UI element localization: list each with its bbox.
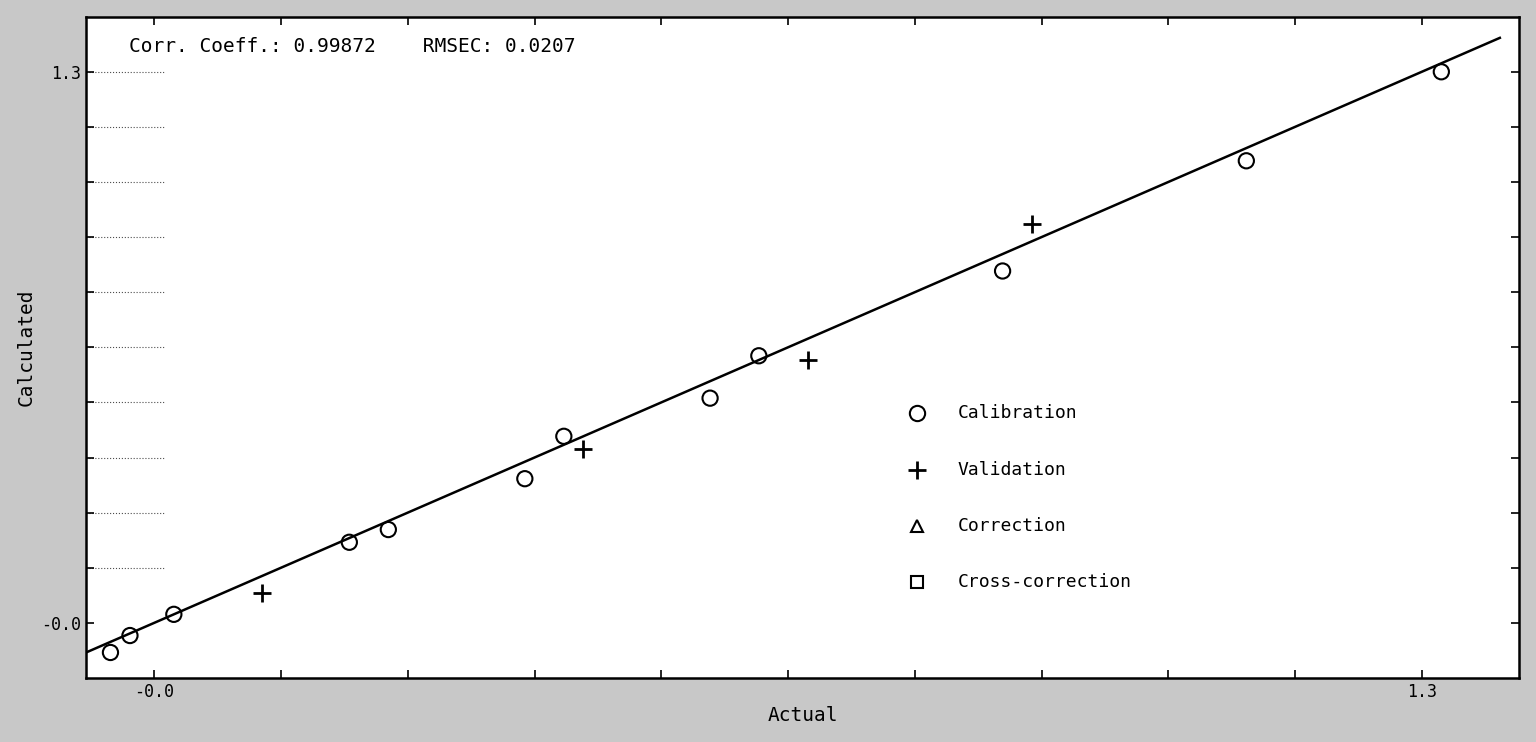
Point [336, 536, 361, 548]
Text: Correction: Correction [957, 517, 1066, 535]
Point [697, 393, 722, 404]
Point [571, 443, 596, 455]
Point [551, 430, 576, 442]
Point [796, 354, 820, 366]
Text: Cross-correction: Cross-correction [957, 573, 1132, 591]
Point [118, 630, 143, 642]
Point [746, 349, 771, 361]
Point [376, 524, 401, 536]
Point [1233, 155, 1258, 167]
Point [98, 646, 123, 658]
Text: Calibration: Calibration [957, 404, 1077, 422]
Point [161, 608, 186, 620]
Text: Validation: Validation [957, 461, 1066, 479]
Point [513, 473, 538, 485]
Text: Corr. Coeff.: 0.99872    RMSEC: 0.0207: Corr. Coeff.: 0.99872 RMSEC: 0.0207 [129, 36, 576, 56]
Point [249, 587, 273, 599]
Point [991, 265, 1015, 277]
X-axis label: Actual: Actual [768, 706, 839, 726]
Y-axis label: Calculated: Calculated [17, 289, 35, 406]
Point [1428, 66, 1453, 78]
Point [1020, 218, 1044, 230]
